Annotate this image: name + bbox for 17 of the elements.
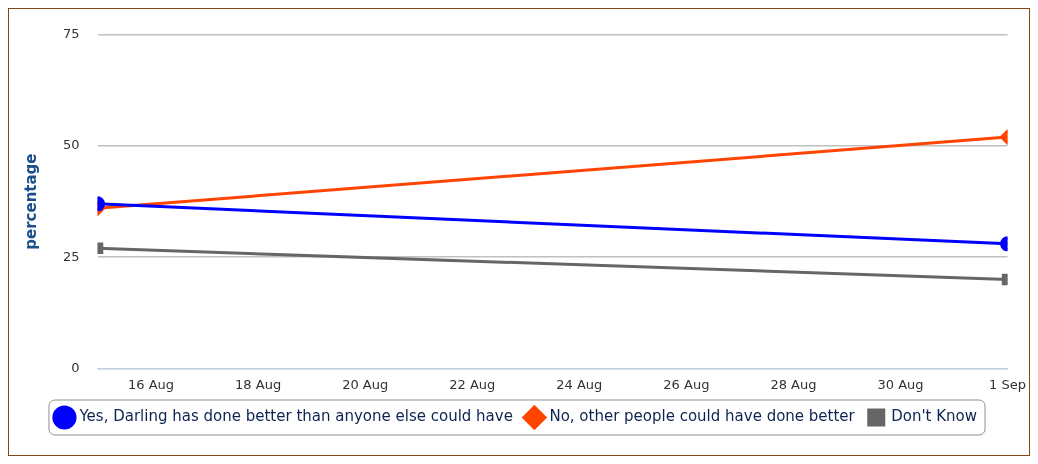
x-tick-label: 28 Aug [770,376,817,392]
x-tick-label: 1 Sep [989,376,1026,392]
x-tick-label: 18 Aug [235,376,282,392]
x-tick-label: 24 Aug [556,376,603,392]
y-tick-label: 50 [63,137,80,153]
y-axis-title: percentage [21,153,40,250]
x-tick-label: 22 Aug [449,376,496,392]
y-tick-label: 25 [63,248,80,264]
x-tick-label: 26 Aug [663,376,710,392]
x-tick-label: 30 Aug [877,376,924,392]
y-tick-label: 0 [71,359,80,375]
legend-label: Don't Know [891,407,978,426]
x-tick-label: 16 Aug [128,376,175,392]
x-tick-label: 20 Aug [342,376,389,392]
y-tick-label: 75 [63,26,80,42]
legend-label: No, other people could have done better [549,407,856,426]
legend-label: Yes, Darling has done better than anyone else could have [78,407,513,426]
